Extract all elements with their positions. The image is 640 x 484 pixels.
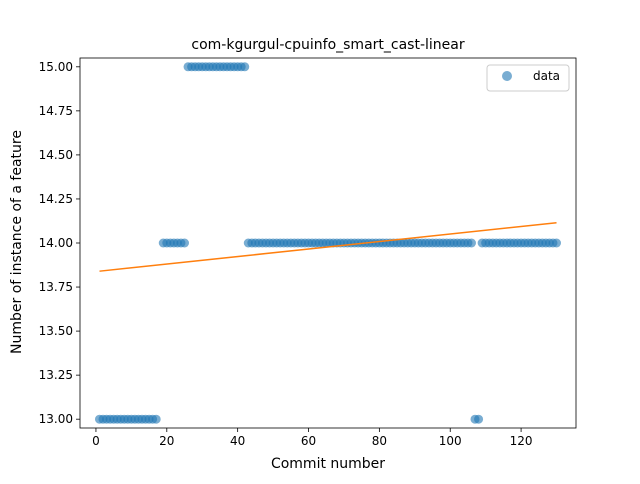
y-axis-ticks: 13.00 13.25 13.50 13.75 14.00 14.25 14.50 14.75… (39, 60, 80, 426)
data-point (240, 62, 250, 72)
x-axis-ticks: 0 20 40 60 80 100 120 (92, 428, 533, 448)
data-point (474, 414, 484, 424)
plot-area-frame (79, 57, 577, 429)
chart-title: com-kgurgul-cpuinfo_smart_cast-linear (191, 37, 464, 53)
data-point (552, 238, 562, 248)
data-points (94, 62, 562, 424)
x-axis-label: Commit number (271, 456, 385, 472)
trend-line-group (99, 221, 557, 272)
y-tick-label: 13.25 (39, 368, 73, 382)
y-tick-label: 13.00 (39, 412, 73, 426)
x-tick-label: 20 (159, 434, 174, 448)
y-axis-label: Number of instance of a feature (9, 130, 25, 354)
trend-line (99, 221, 557, 272)
data-point (180, 238, 190, 248)
y-tick-label: 14.25 (39, 192, 73, 206)
x-tick-label: 100 (439, 434, 462, 448)
legend-marker (502, 71, 512, 81)
x-tick-label: 120 (510, 434, 533, 448)
y-tick-label: 14.00 (39, 236, 73, 250)
y-tick-label: 14.50 (39, 148, 73, 162)
legend-label-data: data (533, 69, 560, 83)
data-point (466, 238, 476, 248)
data-point (151, 414, 161, 424)
x-tick-label: 80 (372, 434, 387, 448)
y-tick-label: 15.00 (39, 60, 73, 74)
x-tick-label: 40 (230, 434, 245, 448)
y-tick-label: 14.75 (39, 104, 73, 118)
y-tick-label: 13.50 (39, 324, 73, 338)
legend: data (486, 64, 570, 92)
x-tick-label: 60 (301, 434, 316, 448)
y-tick-label: 13.75 (39, 280, 73, 294)
x-tick-label: 0 (92, 434, 100, 448)
